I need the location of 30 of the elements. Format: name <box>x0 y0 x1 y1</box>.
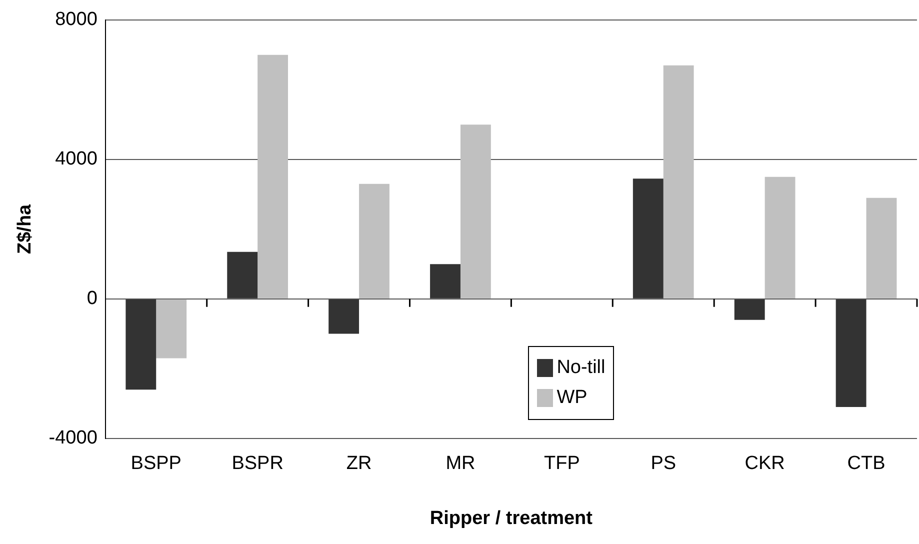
bar <box>866 198 897 298</box>
y-tick-label: 4000 <box>55 148 98 170</box>
bar <box>227 252 258 298</box>
bar <box>836 299 866 408</box>
bar <box>258 54 288 298</box>
y-tick-label: -4000 <box>48 428 98 449</box>
bar <box>328 299 360 334</box>
x-axis-title: Ripper / treatment <box>430 508 594 529</box>
x-tick-label: TFP <box>544 453 580 474</box>
x-tick-label: PS <box>650 453 676 474</box>
x-tick-label: ZR <box>346 453 372 474</box>
bar <box>663 65 694 298</box>
bar <box>460 124 491 298</box>
bar <box>430 264 460 298</box>
bar <box>359 184 390 298</box>
legend-label: No-till <box>556 356 606 380</box>
x-tick-label: BSPP <box>130 453 182 474</box>
x-tick-label: BSPR <box>232 453 284 474</box>
y-tick-label: 0 <box>86 288 98 310</box>
x-tick-label: MR <box>446 453 476 474</box>
legend-label: WP <box>556 386 588 410</box>
bar <box>734 299 765 320</box>
x-tick-label: CTB <box>847 453 886 474</box>
x-tick-label: CKR <box>744 453 785 474</box>
bar <box>156 299 187 358</box>
bar <box>764 176 796 298</box>
y-axis-title: Z$/ha <box>14 204 36 254</box>
bar <box>632 178 664 298</box>
y-tick-label: 8000 <box>55 9 98 30</box>
bar <box>126 299 156 390</box>
